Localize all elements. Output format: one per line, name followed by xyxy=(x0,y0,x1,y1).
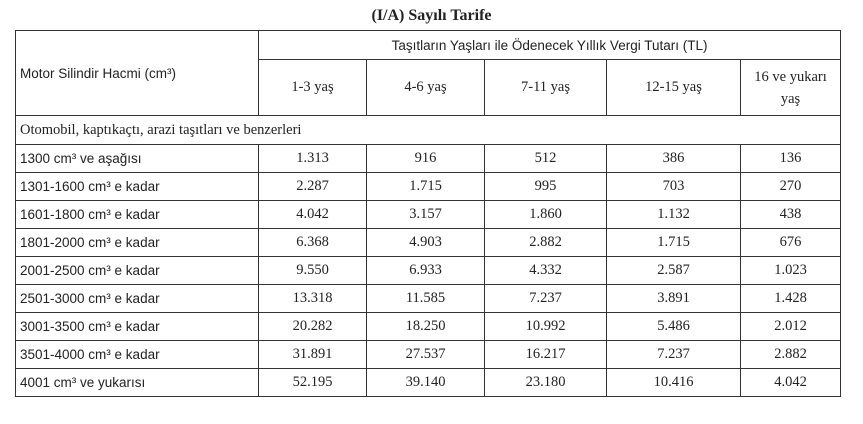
tax-value-cell: 11.585 xyxy=(366,284,485,313)
table-row: 4001 cm³ ve yukarısı 52.195 39.140 23.180 10… xyxy=(15,368,842,397)
tax-value-cell: 1.023 xyxy=(739,256,842,285)
tax-value-cell: 1.715 xyxy=(606,228,741,257)
engine-capacity-header: Motor Silindir Hacmi (cm³) xyxy=(15,30,259,116)
header-row-top: Motor Silindir Hacmi (cm³) Taşıtların Ya… xyxy=(15,30,842,116)
tax-value-cell: 3.891 xyxy=(606,284,741,313)
table-row: 2001-2500 cm³ e kadar 9.550 6.933 4.332 2.58… xyxy=(15,256,842,285)
tax-value-cell: 136 xyxy=(739,144,842,173)
table-row: 1601-1800 cm³ e kadar 4.042 3.157 1.860 1.13… xyxy=(15,200,842,229)
tax-value-cell: 4.903 xyxy=(366,228,485,257)
tax-value-cell: 512 xyxy=(484,144,607,173)
engine-capacity-label: 3501-4000 cm³ e kadar xyxy=(15,340,259,369)
tax-value-cell: 438 xyxy=(739,200,842,229)
tax-value-cell: 7.237 xyxy=(484,284,607,313)
tax-value-cell: 52.195 xyxy=(258,368,367,397)
tax-value-cell: 995 xyxy=(484,172,607,201)
tax-value-cell: 1.313 xyxy=(258,144,367,173)
tax-value-cell: 31.891 xyxy=(258,340,367,369)
tax-value-cell: 1.860 xyxy=(484,200,607,229)
table-row: 1801-2000 cm³ e kadar 6.368 4.903 2.882 1.71… xyxy=(15,228,842,257)
age-column-header: 16 ve yukarı yaş xyxy=(739,59,842,116)
section-row: Otomobil, kaptıkaçtı, arazi taşıtları ve… xyxy=(14,115,842,145)
tax-value-cell: 4.042 xyxy=(258,200,367,229)
engine-capacity-label: 2001-2500 cm³ e kadar xyxy=(15,256,259,285)
tax-value-cell: 2.012 xyxy=(739,312,842,341)
engine-capacity-label: 1601-1800 cm³ e kadar xyxy=(15,200,259,229)
tax-value-cell: 2.587 xyxy=(606,256,741,285)
tax-value-cell: 7.237 xyxy=(606,340,741,369)
tax-value-cell: 1.715 xyxy=(366,172,485,201)
table-title: (I/A) Sayılı Tarife xyxy=(371,7,492,24)
tax-value-cell: 6.368 xyxy=(258,228,367,257)
tax-value-cell: 39.140 xyxy=(366,368,485,397)
engine-capacity-label: 1801-2000 cm³ e kadar xyxy=(15,228,259,257)
tax-value-cell: 23.180 xyxy=(484,368,607,397)
table-row: 3501-4000 cm³ e kadar 31.891 27.537 16.217 7… xyxy=(15,340,842,369)
table-row: 2501-3000 cm³ e kadar 13.318 11.585 7.237 3.… xyxy=(15,284,842,313)
engine-capacity-label: 3001-3500 cm³ e kadar xyxy=(15,312,259,341)
age-column-header: 12-15 yaş xyxy=(606,59,741,116)
age-column-header: 4-6 yaş xyxy=(366,59,485,116)
engine-capacity-label: 1301-1600 cm³ e kadar xyxy=(15,172,259,201)
tax-value-cell: 703 xyxy=(606,172,741,201)
table-row: 1301-1600 cm³ e kadar 2.287 1.715 995 703 270 xyxy=(15,172,842,201)
tax-value-cell: 1.428 xyxy=(739,284,842,313)
tax-value-cell: 916 xyxy=(366,144,485,173)
age-column-header: 7-11 yaş xyxy=(484,59,607,116)
engine-capacity-label: 2501-3000 cm³ e kadar xyxy=(15,284,259,313)
tax-value-cell: 2.882 xyxy=(484,228,607,257)
table-row: 1300 cm³ ve aşağısı 1.313 916 512 386 136 xyxy=(15,144,842,173)
annual-tax-group-header: Taşıtların Yaşları ile Ödenecek Yıllık V… xyxy=(257,30,842,60)
tax-value-cell: 20.282 xyxy=(258,312,367,341)
tax-value-cell: 4.332 xyxy=(484,256,607,285)
table-row: 3001-3500 cm³ e kadar 20.282 18.250 10.992 5… xyxy=(15,312,842,341)
tax-value-cell: 3.157 xyxy=(366,200,485,229)
tax-value-cell: 2.287 xyxy=(258,172,367,201)
vehicle-category-label: Otomobil, kaptıkaçtı, arazi taşıtları ve… xyxy=(14,115,842,145)
tax-value-cell: 4.042 xyxy=(739,368,842,397)
tax-value-cell: 5.486 xyxy=(606,312,741,341)
engine-capacity-label: 4001 cm³ ve yukarısı xyxy=(15,368,259,397)
tax-value-cell: 16.217 xyxy=(484,340,607,369)
tax-value-cell: 10.992 xyxy=(484,312,607,341)
tax-value-cell: 386 xyxy=(606,144,741,173)
age-column-header: 1-3 yaş xyxy=(258,59,367,116)
tax-value-cell: 270 xyxy=(739,172,842,201)
tax-value-cell: 2.882 xyxy=(739,340,842,369)
tax-value-cell: 27.537 xyxy=(366,340,485,369)
tariff-table: Motor Silindir Hacmi (cm³) Taşıtların Ya… xyxy=(14,30,842,397)
tax-value-cell: 1.132 xyxy=(606,200,741,229)
header-row-ages: 1-3 yaş 4-6 yaş 7-11 yaş 12-15 yaş 16 ve… xyxy=(16,59,842,116)
tax-value-cell: 676 xyxy=(739,228,842,257)
tax-value-cell: 18.250 xyxy=(366,312,485,341)
engine-capacity-label: 1300 cm³ ve aşağısı xyxy=(15,144,259,173)
tax-value-cell: 13.318 xyxy=(258,284,367,313)
tax-value-cell: 6.933 xyxy=(366,256,485,285)
tax-value-cell: 9.550 xyxy=(258,256,367,285)
tax-value-cell: 10.416 xyxy=(606,368,741,397)
